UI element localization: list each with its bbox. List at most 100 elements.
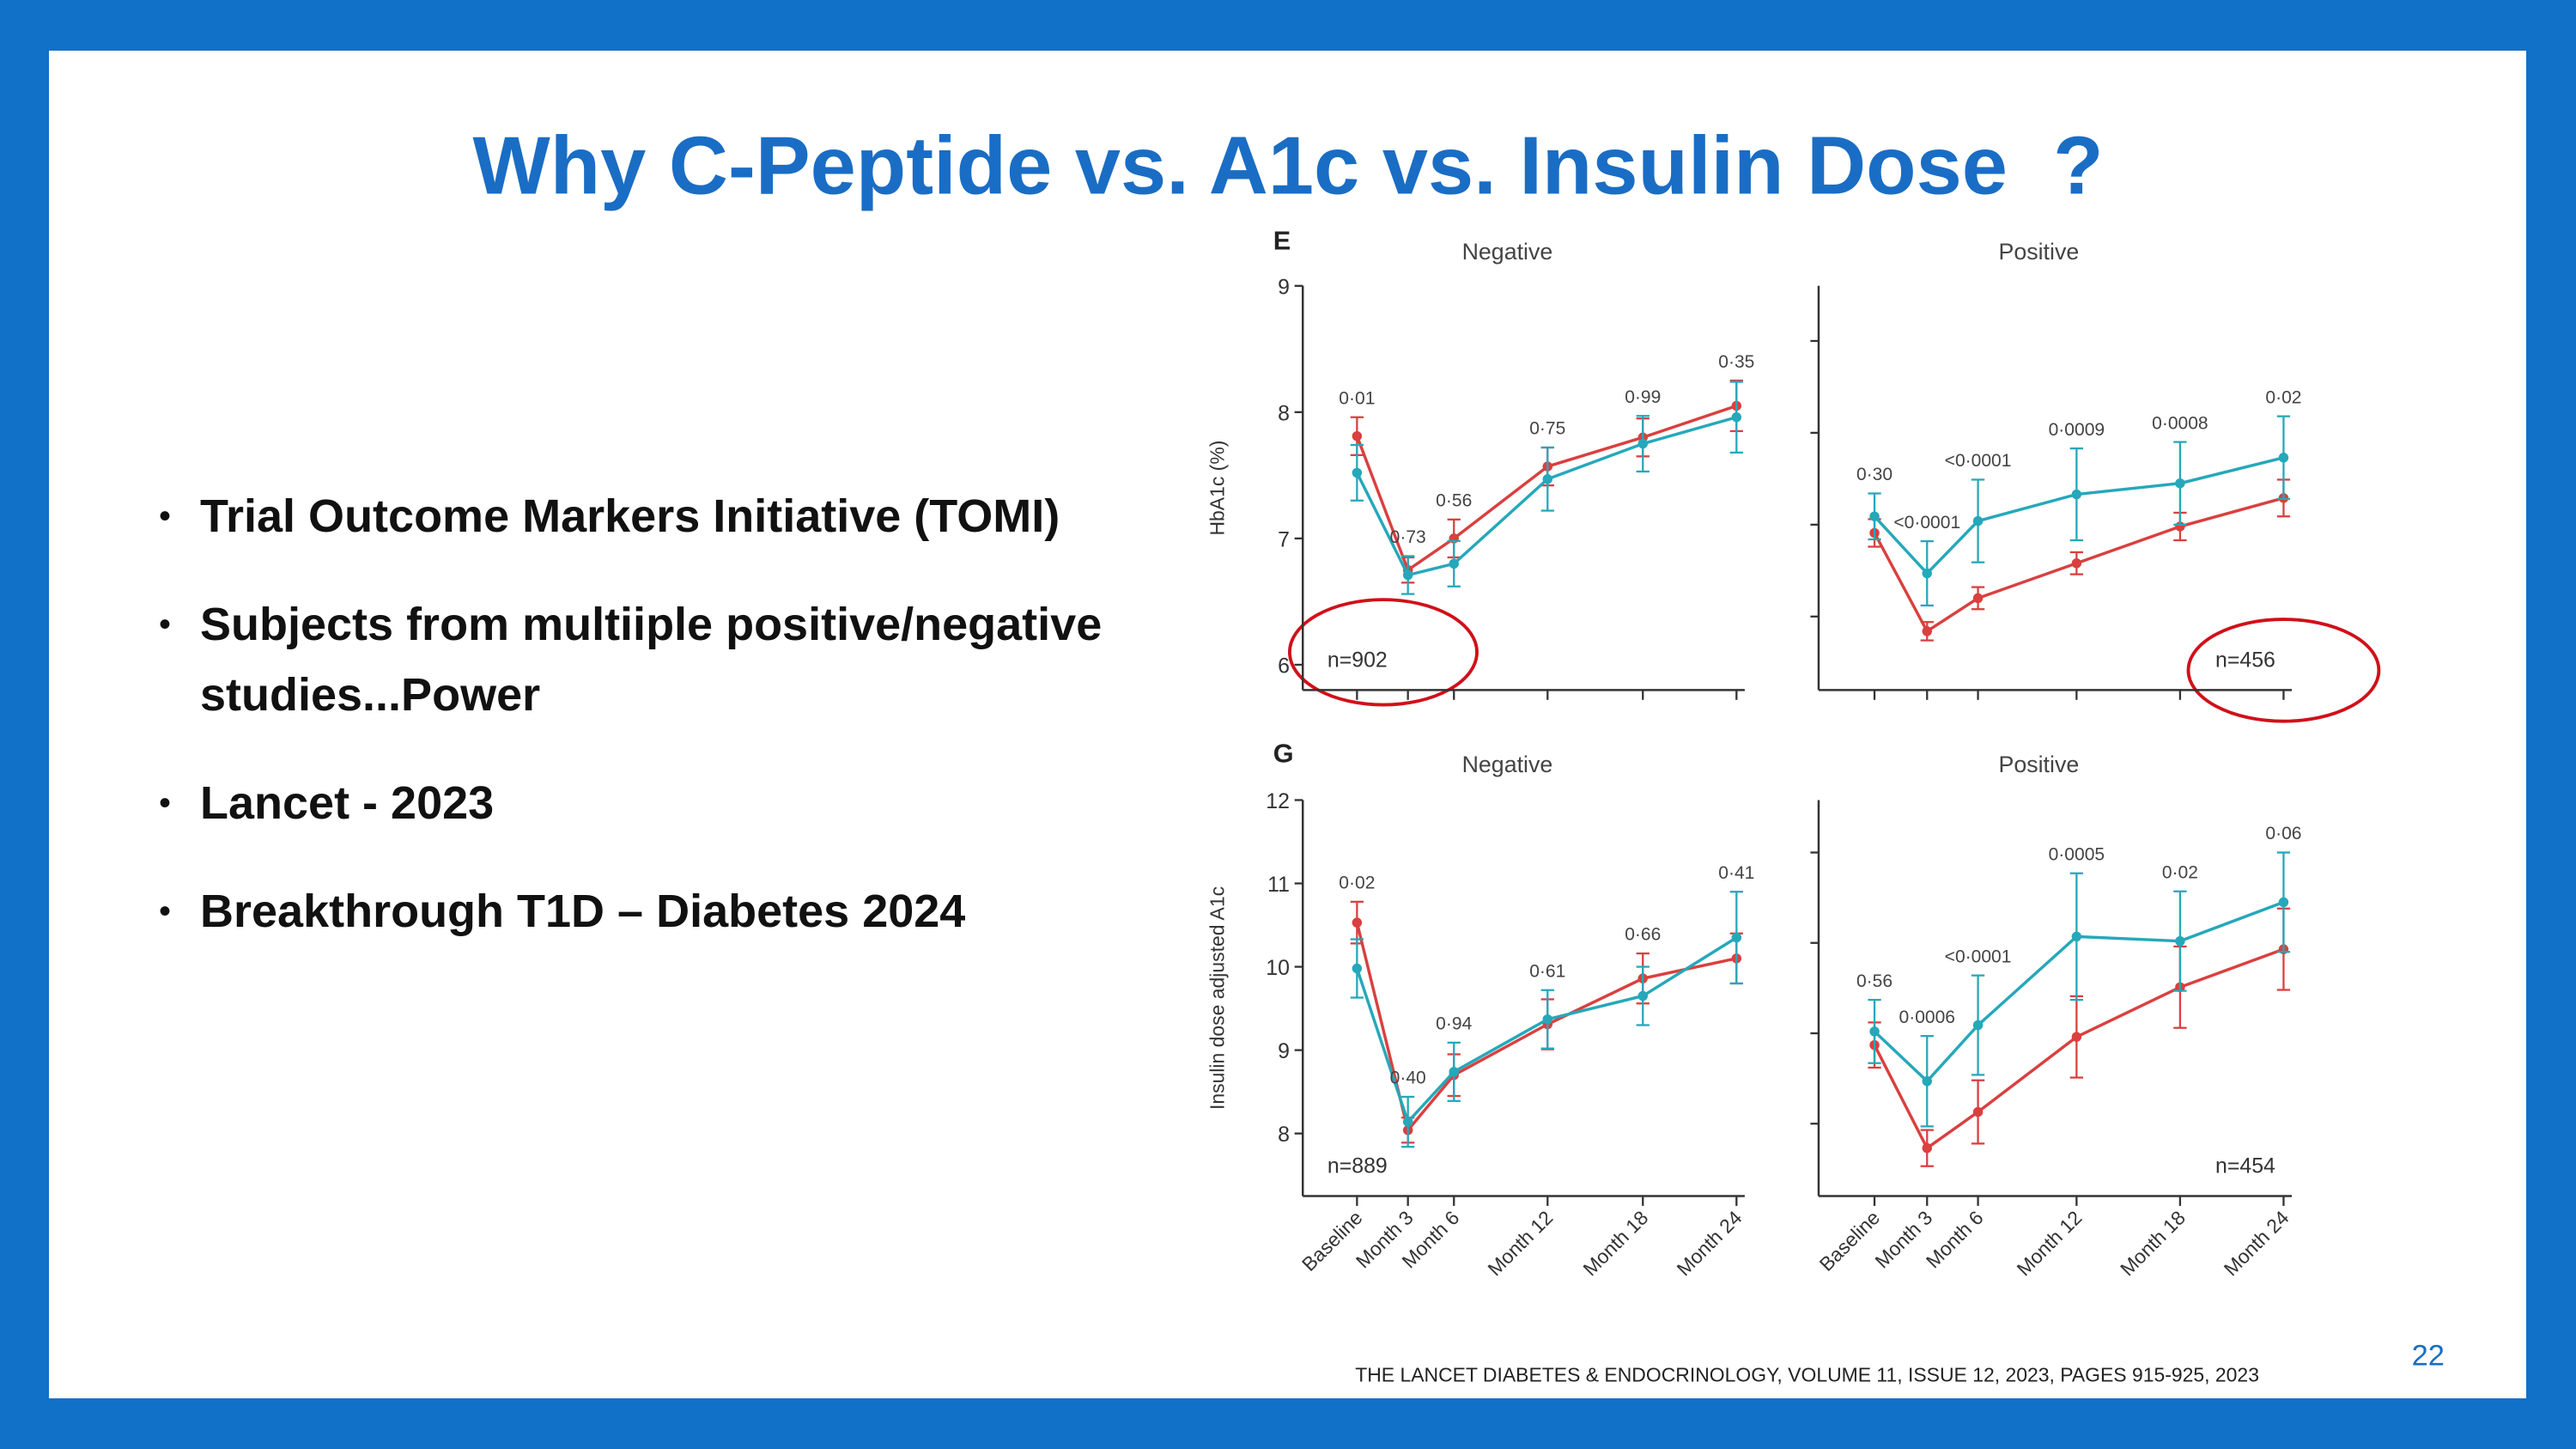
p-value: 0·73 — [1390, 527, 1426, 547]
citation: THE LANCET DIABETES & ENDOCRINOLOGY, VOL… — [1355, 1364, 2259, 1386]
p-value: <0·0001 — [1945, 947, 2012, 966]
data-point — [2175, 935, 2185, 947]
bullet: Lancet - 2023 — [159, 768, 1153, 838]
y-axis-label: HbA1c (%) — [1206, 441, 1228, 536]
data-point — [1352, 963, 1363, 974]
y-axis-label: Insulin dose adjusted A1c — [1206, 886, 1228, 1110]
data-point — [1972, 593, 1984, 604]
data-point — [1352, 917, 1363, 928]
data-point — [1637, 438, 1649, 449]
panel-title: Positive — [1998, 752, 2079, 777]
p-value: 0·06 — [2265, 824, 2301, 843]
p-value: 0·0006 — [1899, 1008, 1956, 1027]
x-tick-label: Month 12 — [1483, 1206, 1557, 1280]
data-point — [1402, 1117, 1413, 1127]
series-line — [1873, 947, 2285, 1151]
data-point — [1731, 411, 1742, 423]
data-point — [2175, 478, 2185, 489]
panel-title: Positive — [1998, 239, 2079, 265]
n-label: n=456 — [2215, 648, 2275, 673]
bullet: Breakthrough T1D – Diabetes 2024 — [159, 876, 1153, 947]
data-point — [1542, 474, 1553, 484]
highlight-circle — [1288, 598, 1479, 707]
p-value: 0·02 — [2265, 387, 2301, 407]
data-point — [1972, 1106, 1984, 1117]
data-point — [1352, 431, 1363, 441]
page-number: 22 — [2412, 1339, 2445, 1372]
bullet: Trial Outcome Markers Initiative (TOMI) — [159, 481, 1153, 551]
y-tick-label: 7 — [1278, 527, 1290, 551]
n-label: n=889 — [1327, 1154, 1388, 1178]
data-point — [1869, 511, 1880, 521]
data-point — [1731, 932, 1742, 943]
data-point — [2071, 558, 2082, 569]
data-point — [1922, 568, 1932, 579]
data-point — [1449, 558, 1459, 569]
data-point — [1352, 467, 1363, 478]
series-line — [1355, 936, 1738, 1125]
p-value: 0·02 — [2162, 862, 2198, 882]
p-value: 0·94 — [1436, 1014, 1472, 1034]
x-tick-label: Month 18 — [2116, 1206, 2190, 1280]
y-tick-label: 12 — [1266, 789, 1290, 813]
p-value: 0·61 — [1529, 961, 1565, 981]
p-value: 0·99 — [1625, 387, 1661, 407]
p-value: <0·0001 — [1945, 451, 2012, 471]
x-tick-label: Month 24 — [1672, 1206, 1746, 1280]
slide-title: Why C-Peptide vs. A1c vs. Insulin Dose ? — [472, 120, 2103, 212]
panel-letter: E — [1273, 227, 1291, 256]
y-tick-label: 8 — [1278, 1123, 1290, 1147]
y-tick-label: 11 — [1267, 873, 1290, 897]
x-tick-label: Month 18 — [1578, 1206, 1652, 1280]
y-tick-label: 9 — [1278, 275, 1290, 299]
x-tick-label: Baseline — [1297, 1206, 1367, 1275]
panel-title: Negative — [1462, 239, 1553, 265]
data-point — [1449, 1067, 1459, 1077]
y-tick-label: 8 — [1278, 401, 1290, 425]
data-point — [2071, 1032, 2082, 1042]
p-value: 0·0005 — [2049, 844, 2105, 864]
n-label: n=902 — [1327, 648, 1388, 673]
data-point — [1922, 1142, 1932, 1154]
data-point — [1869, 1026, 1880, 1037]
y-tick-label: 10 — [1266, 956, 1290, 980]
panel-letter: G — [1273, 739, 1294, 768]
data-point — [1922, 626, 1932, 636]
x-tick-label: Baseline — [1815, 1206, 1885, 1275]
p-value: 0·0009 — [2049, 420, 2105, 440]
p-value: 0·41 — [1718, 863, 1754, 883]
p-value: 0·35 — [1718, 352, 1754, 372]
p-value: 0·56 — [1856, 971, 1893, 991]
data-point — [2278, 897, 2289, 908]
n-label: n=454 — [2215, 1154, 2275, 1178]
y-tick-label: 6 — [1278, 654, 1290, 678]
data-point — [2278, 453, 2289, 463]
p-value: 0·01 — [1339, 388, 1375, 408]
highlight-circle — [2186, 618, 2381, 723]
p-value: 0·30 — [1856, 465, 1893, 484]
p-value: 0·40 — [1390, 1068, 1426, 1088]
x-tick-label: Month 24 — [2220, 1206, 2293, 1280]
data-point — [1972, 515, 1984, 527]
y-tick-label: 9 — [1278, 1039, 1290, 1063]
data-point — [1972, 1020, 1984, 1031]
panel-title: Negative — [1462, 752, 1553, 777]
p-value: 0·02 — [1339, 874, 1375, 893]
p-value: <0·0001 — [1893, 513, 1960, 533]
series-line — [1355, 416, 1737, 577]
series-line — [1873, 900, 2285, 1084]
p-value: 0·66 — [1625, 925, 1661, 945]
data-point — [1542, 1014, 1553, 1025]
bullet-list: Trial Outcome Markers Initiative (TOMI) S… — [155, 481, 1153, 984]
data-point — [1637, 990, 1649, 1002]
x-tick-label: Month 12 — [2013, 1206, 2087, 1280]
p-value: 0·75 — [1529, 419, 1565, 439]
series-line — [1873, 496, 2284, 634]
p-value: 0·0008 — [2152, 413, 2208, 433]
p-value: 0·56 — [1436, 491, 1472, 511]
data-point — [2071, 489, 2082, 500]
data-point — [1402, 569, 1413, 581]
series-line — [1355, 404, 1737, 573]
